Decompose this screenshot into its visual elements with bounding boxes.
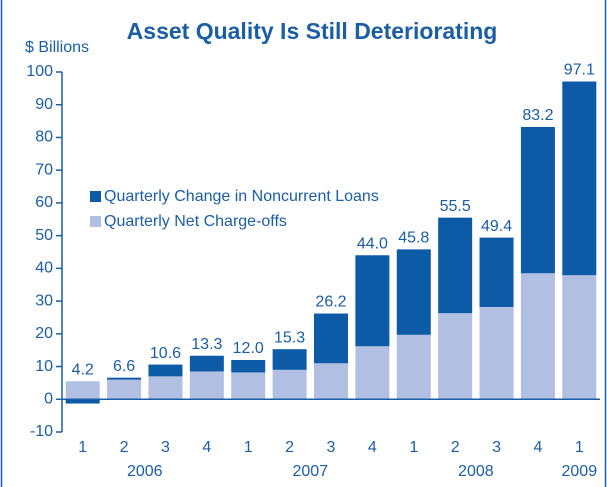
y-tick-label: 90 (35, 96, 53, 113)
y-tick-label: 80 (35, 129, 53, 146)
x-tick-label: 3 (161, 439, 170, 456)
x-tick-label: 1 (409, 439, 418, 456)
bar-segment (107, 379, 142, 400)
y-tick-label: 30 (35, 292, 53, 309)
bar-segment (231, 372, 266, 400)
bar-segment (189, 371, 224, 400)
x-tick-label: 1 (244, 439, 253, 456)
x-tick-label: 4 (533, 439, 542, 456)
bar-segment (314, 313, 348, 364)
x-tick-label: 2 (285, 439, 294, 456)
y-tick-label: 40 (35, 260, 53, 277)
y-tick-label: 0 (44, 390, 53, 407)
legend-label: Quarterly Net Charge-offs (104, 213, 287, 230)
x-group-label: 2009 (562, 463, 598, 480)
bar-segment (107, 377, 142, 380)
legend-swatch (90, 191, 101, 202)
x-tick-label: 1 (575, 439, 584, 456)
bar-segment (148, 376, 183, 400)
y-tick-label: 50 (35, 227, 53, 244)
bar-segment (65, 381, 100, 400)
y-tick-label: -10 (30, 423, 53, 440)
data-label: 12.0 (233, 340, 264, 357)
x-tick-label: 4 (368, 439, 377, 456)
bar-segment (65, 399, 100, 404)
legend-label: Quarterly Change in Noncurrent Loans (104, 188, 379, 205)
bar-segment (438, 313, 473, 400)
bar-segment (396, 334, 431, 400)
x-group-label: 2007 (293, 463, 329, 480)
y-tick-label: 100 (26, 63, 53, 80)
x-group-label: 2008 (458, 463, 494, 480)
data-label: 15.3 (274, 329, 305, 346)
data-label: 6.6 (113, 358, 135, 375)
y-tick-label: 60 (35, 194, 53, 211)
x-tick-label: 4 (202, 439, 211, 456)
bar-segment (520, 273, 555, 400)
bar-segment (355, 255, 390, 347)
y-tick-label: 70 (35, 161, 53, 178)
bar-segment (148, 364, 183, 377)
legend-swatch (90, 216, 101, 227)
bar-segment (355, 346, 390, 400)
bar-segment (231, 360, 266, 373)
data-label: 10.6 (150, 345, 181, 362)
y-axis-label: $ Billions (25, 39, 89, 56)
data-label: 26.2 (315, 294, 346, 311)
bar-segment (314, 363, 348, 400)
bar-segment (272, 369, 307, 400)
chart-title: Asset Quality Is Still Deteriorating (127, 18, 498, 44)
data-label: 55.5 (440, 198, 471, 215)
data-label: 45.8 (398, 230, 429, 247)
data-label: 13.3 (191, 336, 222, 353)
x-tick-label: 1 (78, 439, 87, 456)
bar-segment (272, 349, 307, 370)
x-tick-label: 3 (327, 439, 336, 456)
x-tick-label: 3 (492, 439, 501, 456)
data-label: 83.2 (522, 107, 553, 124)
x-tick-label: 2 (120, 439, 129, 456)
bar-segment (396, 249, 431, 335)
bar-segment (562, 81, 597, 276)
y-tick-label: 20 (35, 325, 53, 342)
bar-segment (520, 126, 555, 274)
bar-segment (438, 217, 473, 314)
x-tick-label: 2 (451, 439, 460, 456)
data-label: 49.4 (481, 218, 512, 235)
bar-segment (189, 355, 224, 372)
x-group-label: 2006 (127, 463, 163, 480)
data-label: 4.2 (72, 361, 94, 378)
bar-segment (479, 237, 514, 307)
y-tick-label: 10 (35, 358, 53, 375)
data-label: 97.1 (564, 62, 595, 79)
data-label: 44.0 (357, 235, 388, 252)
bar-segment (479, 306, 514, 400)
bar-segment (562, 275, 597, 400)
